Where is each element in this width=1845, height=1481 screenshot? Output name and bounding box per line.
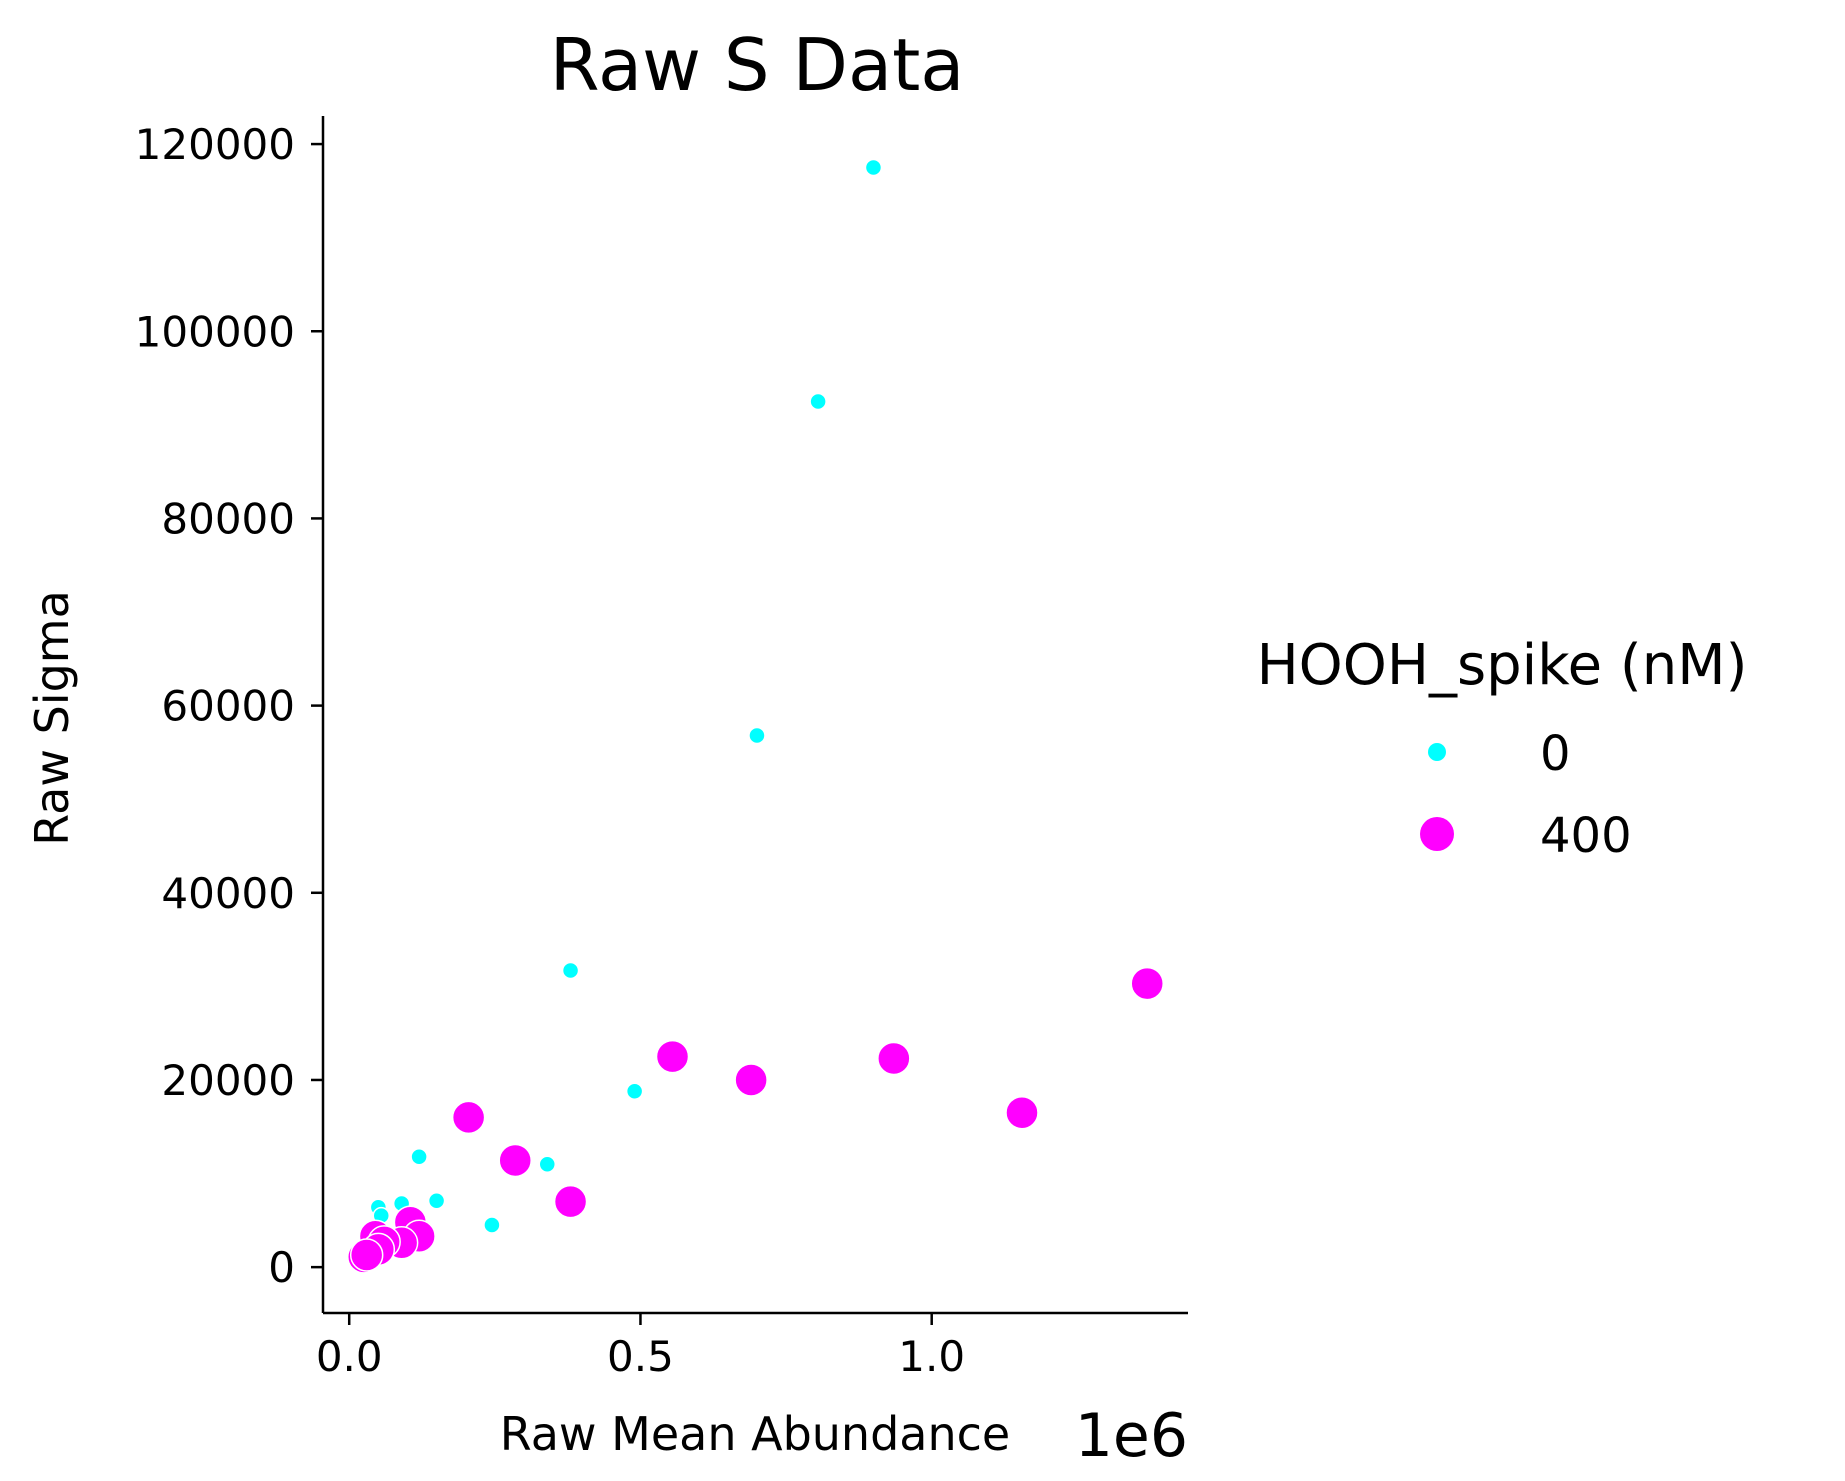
data-point-series-0 [864, 158, 883, 177]
data-point-series-1 [655, 1039, 690, 1074]
data-point-series-0 [561, 961, 580, 980]
y-tick-label: 80000 [161, 494, 295, 543]
y-tick-label: 100000 [135, 307, 295, 356]
x-tick-label: 0.0 [316, 1332, 383, 1381]
data-point-series-1 [877, 1041, 911, 1076]
y-axis-label: Raw Sigma [25, 590, 79, 846]
x-axis-label: Raw Mean Abundance [500, 1407, 1010, 1461]
x-tick-label: 0.5 [607, 1332, 674, 1381]
x-axis-offset-label: 1e6 [1075, 1401, 1188, 1471]
data-point-series-0 [625, 1082, 644, 1100]
data-point-series-0 [538, 1155, 557, 1173]
y-tick-label: 40000 [161, 869, 295, 918]
data-point-series-0 [748, 726, 766, 745]
y-ticks: 0 20000 40000 60000 80000 100000 120000 [135, 120, 323, 1292]
data-point-series-0 [427, 1191, 446, 1210]
data-point-series-0 [483, 1216, 501, 1234]
data-point-series-0 [809, 392, 827, 411]
y-tick-label: 0 [268, 1243, 295, 1292]
data-point-series-1 [734, 1063, 768, 1097]
data-point-series-1 [451, 1100, 486, 1135]
legend: HOOH_spike (nM) 0 400 [1257, 633, 1748, 864]
x-ticks: 0.0 0.5 1.0 [316, 1313, 965, 1381]
x-tick-label: 1.0 [898, 1332, 965, 1381]
axes: 0.0 0.5 1.0 0 20000 40000 60000 80000 100000 120… [135, 116, 1188, 1381]
data-point-series-1 [349, 1238, 384, 1272]
data-point-series-1 [1005, 1095, 1039, 1130]
legend-marker-1 [1420, 817, 1454, 851]
data-point-series-1 [1130, 966, 1164, 1001]
legend-label-1: 400 [1540, 808, 1632, 864]
y-tick-label: 60000 [161, 682, 295, 731]
data-point-series-1 [498, 1143, 532, 1178]
legend-title: HOOH_spike (nM) [1257, 633, 1748, 698]
data-points [347, 158, 1164, 1274]
legend-label-0: 0 [1540, 726, 1571, 782]
legend-marker-0 [1428, 743, 1446, 761]
chart-title: Raw S Data [550, 23, 965, 107]
data-point-series-1 [553, 1184, 588, 1219]
data-point-series-0 [410, 1147, 428, 1166]
y-tick-label: 20000 [161, 1056, 295, 1105]
y-tick-label: 120000 [135, 120, 295, 169]
